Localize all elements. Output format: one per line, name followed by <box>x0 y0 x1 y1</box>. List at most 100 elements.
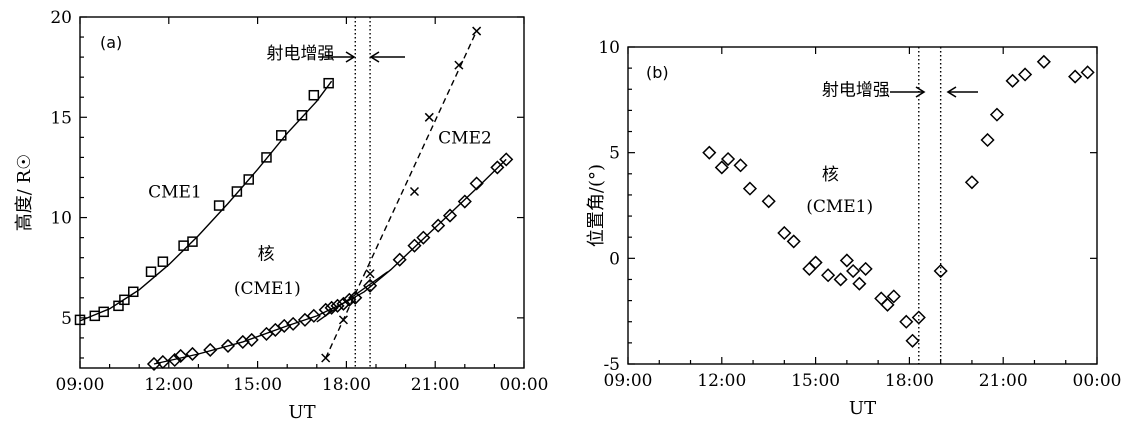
panel-a-diamond-marker <box>336 296 351 311</box>
panel-a-x-marker <box>424 112 434 122</box>
panel-a-diamond-marker <box>173 348 188 364</box>
panel-b-diamond-marker <box>1005 73 1020 88</box>
panel-a-diamond-marker <box>490 160 505 175</box>
panel-a-diamond-marker <box>348 290 363 305</box>
panel-a-diamond-marker <box>442 208 458 223</box>
panel-a-x-marker <box>454 60 464 70</box>
panel-a-square-marker <box>308 89 320 101</box>
panel-a-square-marker <box>157 256 169 267</box>
panel-a-diamond-marker <box>185 346 200 362</box>
panel-b-y-tick-label: -5 <box>603 355 620 375</box>
panel-a-fit-line <box>325 30 478 359</box>
panel-a-square-marker <box>145 266 157 277</box>
panel-b-diamond-marker <box>964 175 979 190</box>
panel-b-diamond-marker <box>808 255 823 270</box>
panel-a-x-marker <box>472 26 482 36</box>
panel-b-diamond-marker <box>839 253 854 268</box>
panel-a-square-marker <box>113 300 124 312</box>
panel-a-arrow-head <box>369 51 380 63</box>
panel-a-diamond-marker <box>203 342 218 358</box>
panel-a-y-tick-label: 10 <box>50 209 72 229</box>
panel-a-fit-line <box>153 158 507 365</box>
panel-b-diamond-marker <box>989 107 1005 122</box>
panel-b-x-axis-title: UT <box>849 398 876 419</box>
panel-b-diamond-marker <box>733 158 748 173</box>
panel-a-diamond-marker <box>167 352 182 368</box>
panel-b-annotation: 核 <box>822 165 839 185</box>
panel-b-arrow-head <box>946 86 957 98</box>
panel-b-x-tick-label: 00:00 <box>1073 371 1122 391</box>
panel-b-x-tick-label: 18:00 <box>885 371 934 391</box>
panel-b-diamond-marker <box>933 263 948 279</box>
panel-b-diamond-marker <box>980 132 995 148</box>
panel-a-diamond-marker <box>235 334 250 349</box>
panel-b-diamond-marker <box>786 234 801 249</box>
panel-a-diamond-marker <box>306 308 321 323</box>
panel-b-diamond-marker <box>1080 65 1095 80</box>
panel-b-diamond-marker <box>702 145 717 160</box>
panel-a-y-tick-label: 15 <box>50 108 72 128</box>
panel-b-diamond-marker <box>1068 69 1083 84</box>
panel-b-diamond-marker <box>761 194 776 209</box>
panel-a-x-tick-label: 00:00 <box>500 375 549 395</box>
panel-b-x-tick-label: 09:00 <box>604 371 653 391</box>
panel-a-square-marker <box>187 236 198 247</box>
panel-a-diamond-marker <box>392 252 407 267</box>
panel-b-diamond-marker <box>777 225 792 241</box>
panel-b-y-axis-title: 位置角/(°) <box>586 164 607 247</box>
panel-b-diamond-marker <box>911 310 926 325</box>
panel-a-square-marker <box>323 77 334 89</box>
panel-a-square-marker <box>74 314 86 326</box>
panel-a-square-marker <box>231 186 243 197</box>
panel-a-square-marker <box>243 174 254 185</box>
panel-b-annotation: 射电增强 <box>822 81 890 101</box>
panel-a-square-marker <box>178 240 189 251</box>
panel-a-x-tick-label: 15:00 <box>233 375 282 395</box>
panel-b-diamond-marker <box>858 261 873 276</box>
panel-b-diamond-marker <box>880 297 895 312</box>
panel-a-diamond-marker <box>324 300 339 315</box>
panel-b-y-tick-label: 5 <box>609 144 620 164</box>
panel-a-fit-line <box>79 80 333 322</box>
panel-a-y-tick-label: 20 <box>50 8 72 28</box>
panel-a-annotation: 核 <box>258 245 275 265</box>
panel-a-diamond-marker <box>286 316 301 331</box>
panel-a-diamond-marker <box>146 356 162 372</box>
panel-b-position-angle-vs-time: 09:00 12:00 15:00 18:00 21:00 00:00 -5 0 5 10 UT 位置… <box>586 38 1122 419</box>
panel-b-annotation: (CME1) <box>806 197 873 217</box>
panel-a-x-marker <box>321 353 331 363</box>
panel-b-diamond-marker <box>720 151 736 167</box>
panel-a-square-marker <box>296 110 308 121</box>
panel-b-x-tick-label: 15:00 <box>791 371 840 391</box>
panel-b-y-tick-label: 10 <box>598 38 620 58</box>
panel-b-x-tick-label: 12:00 <box>697 371 746 391</box>
panel-b-label: (b) <box>646 63 669 82</box>
panel-a-diamond-marker <box>407 238 422 253</box>
panel-a-diamond-marker <box>155 354 170 370</box>
panel-b-diamond-marker <box>905 333 920 348</box>
panel-b-diamond-marker <box>714 160 729 175</box>
panel-a-x-axis-title: UT <box>288 402 315 423</box>
panel-a-annotation: (CME1) <box>234 279 301 299</box>
panel-a-diamond-marker <box>363 278 378 293</box>
panel-a-square-marker <box>261 152 272 163</box>
panel-b-diamond-marker <box>1036 54 1051 69</box>
panel-a-diamond-marker <box>277 318 292 333</box>
panel-a-arrow-head <box>345 51 356 63</box>
panel-a-diamond-marker <box>244 332 259 347</box>
panel-b-diamond-marker <box>852 276 867 291</box>
panel-b-diamond-marker <box>821 268 836 283</box>
panel-a-diamond-marker <box>499 152 514 167</box>
panel-a-square-marker <box>276 130 287 141</box>
panel-a-x-tick-label: 21:00 <box>411 375 460 395</box>
panel-b-arrow-head <box>915 86 926 98</box>
panel-a-x-marker <box>338 315 348 325</box>
panel-b-x-tick-label: 21:00 <box>979 371 1028 391</box>
panel-a-x-tick-label: 12:00 <box>144 375 193 395</box>
panel-a-diamond-marker <box>318 302 333 317</box>
panel-a-x-marker <box>365 269 375 279</box>
panel-a-square-marker <box>213 200 225 211</box>
panel-a-diamond-marker <box>469 176 484 191</box>
panel-a-y-axis-title: 高度/ R☉ <box>14 154 35 231</box>
